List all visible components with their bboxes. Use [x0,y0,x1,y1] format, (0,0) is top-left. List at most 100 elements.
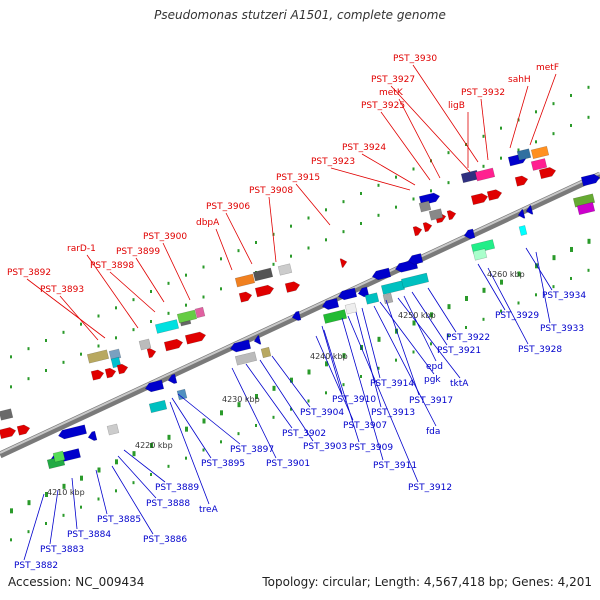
reverse-gene-label: tktA [450,379,469,389]
gene-arrow [446,210,457,221]
scale-tick [517,301,520,305]
scale-tick [45,338,47,342]
reverse-gene-label: PST_3929 [495,311,539,321]
gene-arrow [238,291,253,303]
gene-arrow [486,189,503,201]
page-title: Pseudomonas stutzeri A1501, complete gen… [154,8,446,22]
label-leader [361,307,381,379]
scale-tick [377,336,381,342]
reverse-gene-label: PST_3907 [343,421,387,431]
reverse-gene-label: epd [426,362,443,372]
scale-tick [185,303,187,307]
scale-tick [587,85,590,89]
label-leader [268,196,277,263]
scale-tick [132,298,135,302]
reverse-gene-label: PST_3903 [303,442,347,452]
scale-tick [150,472,152,476]
scale-tick [27,347,30,351]
scale-tick [185,456,187,460]
scale-tick [237,249,240,253]
gene-box [106,423,120,436]
scale-tick [45,491,48,497]
scale-tick [150,442,153,448]
reverse-gene-label: PST_3889 [155,483,199,493]
gene-box [176,388,188,401]
gene-arrow [0,427,17,440]
scale-tick [412,197,415,201]
gene-arrow [291,310,302,321]
scale-label: 4230 kbp [222,395,260,404]
label-leader [529,73,557,146]
reverse-gene-label: PST_3928 [518,345,562,355]
scale-tick [552,255,556,261]
gene-box [401,272,429,289]
forward-gene-label: PST_3924 [342,143,386,153]
scale-tick [80,505,82,509]
forward-gene-label: PST_3927 [371,75,415,85]
scale-tick [220,410,223,416]
gene-box [516,148,532,161]
label-leader [347,315,419,483]
forward-gene-label: PST_3906 [206,202,250,212]
label-leader [26,278,106,339]
scale-tick [570,246,573,252]
label-leader [171,397,212,459]
label-leader [380,111,431,181]
scale-tick [342,230,345,234]
gene-box [108,348,122,361]
scale-tick [447,181,450,185]
forward-gene-label: PST_3898 [90,261,134,271]
label-leader [480,98,489,161]
scale-tick [115,336,117,340]
scale-tick [307,246,310,250]
gene-arrow [371,267,392,281]
gene-arrow [104,367,117,379]
scale-tick [552,132,555,136]
scale-tick [552,285,555,289]
label-leader [341,317,384,461]
gene-features [0,145,600,470]
label-leader [215,228,233,271]
scale-tick [587,238,591,244]
scale-tick [325,208,327,212]
label-leader [487,267,529,345]
label-leader [117,455,157,499]
scale-tick [220,287,222,291]
reverse-gene-label: PST_3909 [349,443,393,453]
gene-arrow [253,335,262,345]
gene-arrow [184,331,207,345]
forward-gene-label: PST_3930 [393,54,437,64]
scale-tick [412,320,416,326]
gene-box [234,351,258,366]
forward-gene-label: PST_3915 [276,173,320,183]
scale-tick [377,183,380,187]
label-leader [525,247,553,291]
label-leader [390,85,471,173]
gene-arrow [337,287,358,301]
scale-tick [80,352,82,356]
scale-tick [45,521,47,525]
label-leader [361,153,416,186]
scale-tick [255,393,258,399]
gene-arrow [87,430,98,441]
scale-tick [465,295,468,301]
gene-arrow [517,209,526,219]
scale-tick [167,464,170,468]
scale-tick [80,322,82,326]
forward-gene-label: sahH [508,75,531,85]
scale-tick [97,467,101,473]
reverse-gene-label: PST_3897 [230,445,274,455]
gene-arrow [163,338,184,352]
label-leader [379,301,435,375]
scale-tick [535,110,537,114]
scale-tick [360,221,362,225]
label-leader [162,242,191,301]
reverse-gene-label: PST_3882 [14,561,58,571]
label-leader [123,449,166,483]
gene-box [148,399,168,414]
scale-label: 4220 kbp [135,441,173,450]
reverse-gene-label: PST_3913 [371,408,415,418]
scale-tick [62,483,66,489]
label-leader [323,329,360,443]
reverse-gene-label: PST_3933 [540,324,584,334]
